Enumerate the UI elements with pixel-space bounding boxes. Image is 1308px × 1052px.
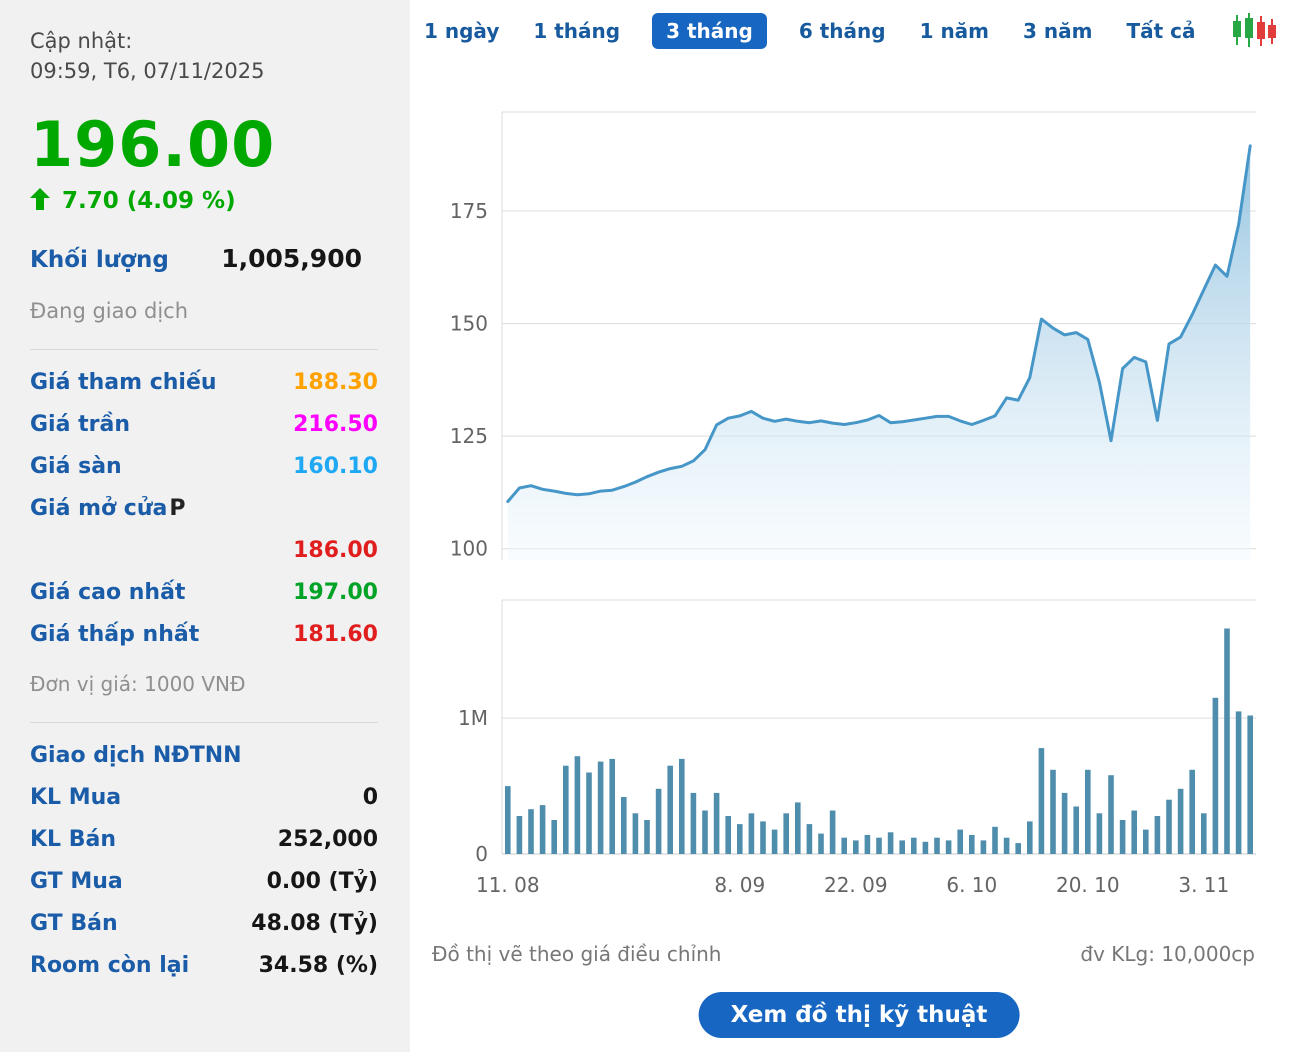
foreign-room-row: Room còn lại 34.58 (%) (30, 945, 378, 987)
ceiling-price-row: Giá trần 216.50 (30, 404, 378, 446)
floor-price-label: Giá sàn (30, 454, 122, 479)
svg-text:100: 100 (450, 537, 488, 561)
foreign-buy-value-value: 0.00 (Tỷ) (266, 869, 378, 894)
svg-text:150: 150 (450, 312, 488, 336)
adjusted-price-note: Đồ thị vẽ theo giá điều chỉnh (432, 942, 722, 966)
foreign-buy-volume-row: KL Mua 0 (30, 777, 378, 819)
candlestick-chart-icon[interactable] (1231, 13, 1277, 49)
ceiling-price-value: 216.50 (293, 412, 378, 437)
foreign-room-label: Room còn lại (30, 953, 190, 978)
open-price-value: 186.00 (293, 538, 378, 563)
foreign-trading-title: Giao dịch NĐTNN (30, 743, 242, 768)
up-arrow-icon (30, 188, 50, 214)
svg-text:11. 08: 11. 08 (476, 873, 540, 897)
price-volume-chart[interactable]: 100 125 150 175 1M 0 11. 08 8. 09 22. 09 6. 10 20.… (410, 60, 1308, 910)
foreign-sell-value-label: GT Bán (30, 911, 118, 936)
chart-panel: 1 ngày 1 tháng 3 tháng 6 tháng 1 năm 3 n… (410, 0, 1308, 1052)
foreign-buy-value-label: GT Mua (30, 869, 123, 894)
low-price-label: Giá thấp nhất (30, 622, 200, 647)
tab-1-nam[interactable]: 1 năm (918, 14, 991, 48)
volume-row: Khối lượng 1,005,900 (30, 244, 378, 273)
foreign-sell-value-row: GT Bán 48.08 (Tỷ) (30, 903, 378, 945)
tab-tat-ca[interactable]: Tất cả (1124, 14, 1197, 48)
session-status: Đang giao dịch (30, 299, 189, 323)
quote-sidebar: Cập nhật: 09:59, T6, 07/11/2025 196.00 7… (0, 0, 410, 1052)
foreign-sell-volume-value: 252,000 (277, 827, 378, 852)
open-price-suffix: P (169, 496, 186, 521)
open-price-label-row: Giá mở cửaP (30, 488, 378, 530)
tab-6-thang[interactable]: 6 tháng (797, 14, 888, 48)
svg-text:125: 125 (450, 424, 488, 448)
svg-text:6. 10: 6. 10 (946, 873, 997, 897)
high-price-row: Giá cao nhất 197.00 (30, 572, 378, 614)
svg-text:175: 175 (450, 199, 488, 223)
open-price-value-row: 186.00 (30, 530, 378, 572)
high-price-label: Giá cao nhất (30, 580, 186, 605)
foreign-room-value: 34.58 (%) (258, 953, 378, 978)
technical-chart-button[interactable]: Xem đồ thị kỹ thuật (698, 992, 1020, 1038)
update-timestamp: 09:59, T6, 07/11/2025 (30, 59, 265, 83)
svg-text:8. 09: 8. 09 (714, 873, 765, 897)
svg-text:3. 11: 3. 11 (1178, 873, 1229, 897)
svg-text:22. 09: 22. 09 (824, 873, 888, 897)
price-unit-note: Đơn vị giá: 1000 VNĐ (30, 672, 246, 696)
foreign-sell-volume-row: KL Bán 252,000 (30, 819, 378, 861)
foreign-buy-volume-label: KL Mua (30, 785, 122, 810)
volume-label: Khối lượng (30, 247, 169, 273)
reference-price-row: Giá tham chiếu 188.30 (30, 362, 378, 404)
tab-1-thang[interactable]: 1 tháng (531, 14, 622, 48)
floor-price-row: Giá sàn 160.10 (30, 446, 378, 488)
price-change-value: 7.70 (4.09 %) (62, 188, 236, 214)
foreign-buy-volume-value: 0 (362, 785, 378, 810)
chart-canvas[interactable]: 100 125 150 175 1M 0 11. 08 8. 09 22. 09 6. 10 20.… (410, 60, 1308, 910)
foreign-buy-value-row: GT Mua 0.00 (Tỷ) (30, 861, 378, 903)
divider (30, 722, 378, 723)
divider (30, 349, 378, 350)
volume-unit-note: đv KLg: 10,000cp (1080, 942, 1255, 966)
update-label: Cập nhật: (30, 29, 133, 53)
high-price-value: 197.00 (293, 580, 378, 605)
last-price: 196.00 (30, 108, 276, 181)
foreign-sell-volume-label: KL Bán (30, 827, 117, 852)
svg-text:20. 10: 20. 10 (1056, 873, 1120, 897)
floor-price-value: 160.10 (293, 454, 378, 479)
svg-text:0: 0 (475, 842, 488, 866)
volume-value: 1,005,900 (221, 244, 362, 273)
reference-price-label: Giá tham chiếu (30, 370, 217, 395)
svg-text:1M: 1M (458, 706, 488, 730)
ceiling-price-label: Giá trần (30, 412, 130, 437)
reference-price-value: 188.30 (293, 370, 378, 395)
open-price-label: Giá mở cửaP (30, 496, 186, 521)
time-range-tabs: 1 ngày 1 tháng 3 tháng 6 tháng 1 năm 3 n… (410, 0, 1308, 49)
low-price-value: 181.60 (293, 622, 378, 647)
tab-1-ngay[interactable]: 1 ngày (422, 14, 501, 48)
price-change-row: 7.70 (4.09 %) (30, 188, 378, 214)
tab-3-thang[interactable]: 3 tháng (652, 13, 767, 49)
foreign-sell-value-value: 48.08 (Tỷ) (251, 911, 378, 936)
low-price-row: Giá thấp nhất 181.60 (30, 614, 378, 656)
tab-3-nam[interactable]: 3 năm (1021, 14, 1094, 48)
